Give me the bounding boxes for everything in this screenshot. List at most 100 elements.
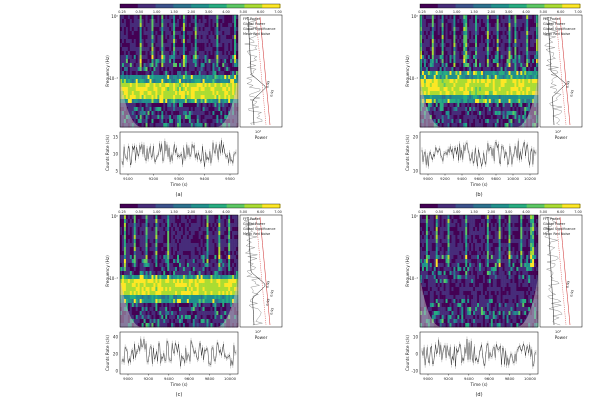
spectrogram-cell	[488, 67, 492, 72]
spectrogram-cell	[169, 47, 172, 52]
spectrogram-cell	[484, 111, 488, 116]
spectrogram-cell	[220, 23, 223, 28]
spectrogram-cell	[153, 59, 156, 64]
spectrogram-cell	[473, 87, 476, 92]
spectrogram-cell	[123, 31, 127, 36]
spectrogram-cell	[480, 39, 484, 44]
spectrogram-cell	[228, 43, 231, 48]
spectrogram-cell	[125, 19, 129, 24]
spectrogram-cell	[194, 63, 197, 68]
spectrogram-cell	[226, 43, 229, 48]
spectrogram-cell	[520, 27, 523, 32]
spectrogram-cell	[475, 19, 478, 24]
spectrogram-cell	[431, 87, 435, 92]
spectrogram-cell	[459, 51, 462, 56]
spectrogram-cell	[192, 243, 196, 248]
spectrogram-cell	[236, 259, 239, 264]
spectrogram-cell	[129, 67, 133, 72]
spectrogram-cell	[224, 263, 227, 268]
spectrogram-cell	[125, 247, 129, 252]
spectrogram-cell	[447, 67, 450, 72]
spectrogram-cell	[518, 43, 521, 48]
spectrogram-cell	[135, 91, 138, 96]
spectrogram-cell	[526, 63, 529, 68]
spectrogram-cell	[212, 279, 215, 284]
spectrogram-cell	[477, 15, 480, 20]
spectrogram-cell	[506, 91, 509, 96]
spectrogram-cell	[226, 251, 229, 256]
spectrogram-cell	[473, 43, 476, 48]
time-tick-label: 9000	[423, 176, 433, 181]
spectrogram-cell	[177, 47, 180, 52]
spectrogram-cell	[516, 95, 519, 100]
spectrogram-cell	[169, 67, 172, 72]
spectrogram-cell	[512, 15, 515, 20]
spectrogram-cell	[149, 111, 152, 116]
spectrogram-cell	[123, 43, 127, 48]
spectrogram-cell	[141, 27, 144, 32]
spectrogram-cell	[500, 35, 503, 40]
spectrogram-cell	[226, 215, 229, 220]
spectrogram-cell	[133, 23, 137, 28]
spectrogram-cell	[206, 103, 209, 108]
spectrogram-cell	[477, 75, 480, 80]
spectrogram-cell	[177, 259, 180, 264]
spectrogram-cell	[459, 111, 462, 116]
spectrogram-cell	[222, 243, 225, 248]
spectrogram-cell	[516, 75, 519, 80]
spectrogram-cell	[461, 119, 464, 124]
spectrogram-cell	[196, 223, 199, 228]
spectrogram-cell	[427, 43, 431, 48]
spectrogram-cell	[186, 227, 190, 232]
spectrogram-cell	[137, 251, 140, 256]
spectrogram-cell	[504, 31, 507, 36]
spectrogram-cell	[232, 71, 235, 76]
spectrogram-cell	[125, 215, 129, 220]
spectrogram-cell	[461, 99, 464, 104]
spectrogram-cell	[463, 103, 466, 108]
spectrogram-cell	[216, 283, 219, 288]
spectrogram-cell	[236, 219, 239, 224]
spectrogram-cell	[496, 51, 499, 56]
spectrogram-cell	[171, 251, 174, 256]
spectrogram-cell	[449, 119, 452, 124]
spectrogram-cell	[147, 71, 150, 76]
spectrogram-cell	[210, 275, 213, 280]
spectrogram-cell	[190, 59, 194, 64]
spectrogram-cell	[486, 31, 490, 36]
spectrogram-cell	[131, 271, 135, 276]
spectrogram-cell	[133, 215, 137, 220]
spectrogram-cell	[194, 31, 197, 36]
spectrogram-cell	[451, 75, 454, 80]
spectrogram-cell	[457, 55, 460, 60]
spectrogram-cell	[471, 99, 474, 104]
spectrogram-cell	[439, 87, 442, 92]
spectrogram-cell	[463, 91, 466, 96]
spectrogram-cell	[198, 55, 201, 60]
time-tick-label: 9600	[474, 176, 484, 181]
spectrogram-cell	[120, 23, 123, 28]
spectrogram-cell	[131, 15, 135, 20]
spectrogram-cell	[528, 35, 531, 40]
spectrogram-cell	[127, 295, 131, 300]
spectrogram-cell	[427, 83, 431, 88]
spectrogram-cell	[534, 51, 537, 56]
spectrogram-cell	[123, 283, 127, 288]
spectrogram-cell	[433, 59, 437, 64]
spectrogram-cell	[236, 235, 239, 240]
spectrogram-cell	[161, 239, 164, 244]
spectrogram-cell	[508, 123, 511, 128]
spectrogram-cell	[500, 15, 503, 20]
spectrogram-cell	[190, 235, 194, 240]
spectrogram-cell	[453, 47, 456, 52]
spectrogram-cell	[506, 103, 509, 108]
spectrogram-cell	[153, 123, 156, 128]
spectrogram-cell	[163, 91, 166, 96]
spectrogram-cell	[210, 95, 213, 100]
spectrogram-cell	[186, 235, 190, 240]
spectrogram-cell	[482, 123, 486, 128]
spectrogram-cell	[425, 51, 429, 56]
spectrogram-cell	[163, 275, 166, 280]
colorbar-tick-label: 5.00	[240, 10, 248, 14]
spectrogram-cell	[125, 87, 129, 92]
